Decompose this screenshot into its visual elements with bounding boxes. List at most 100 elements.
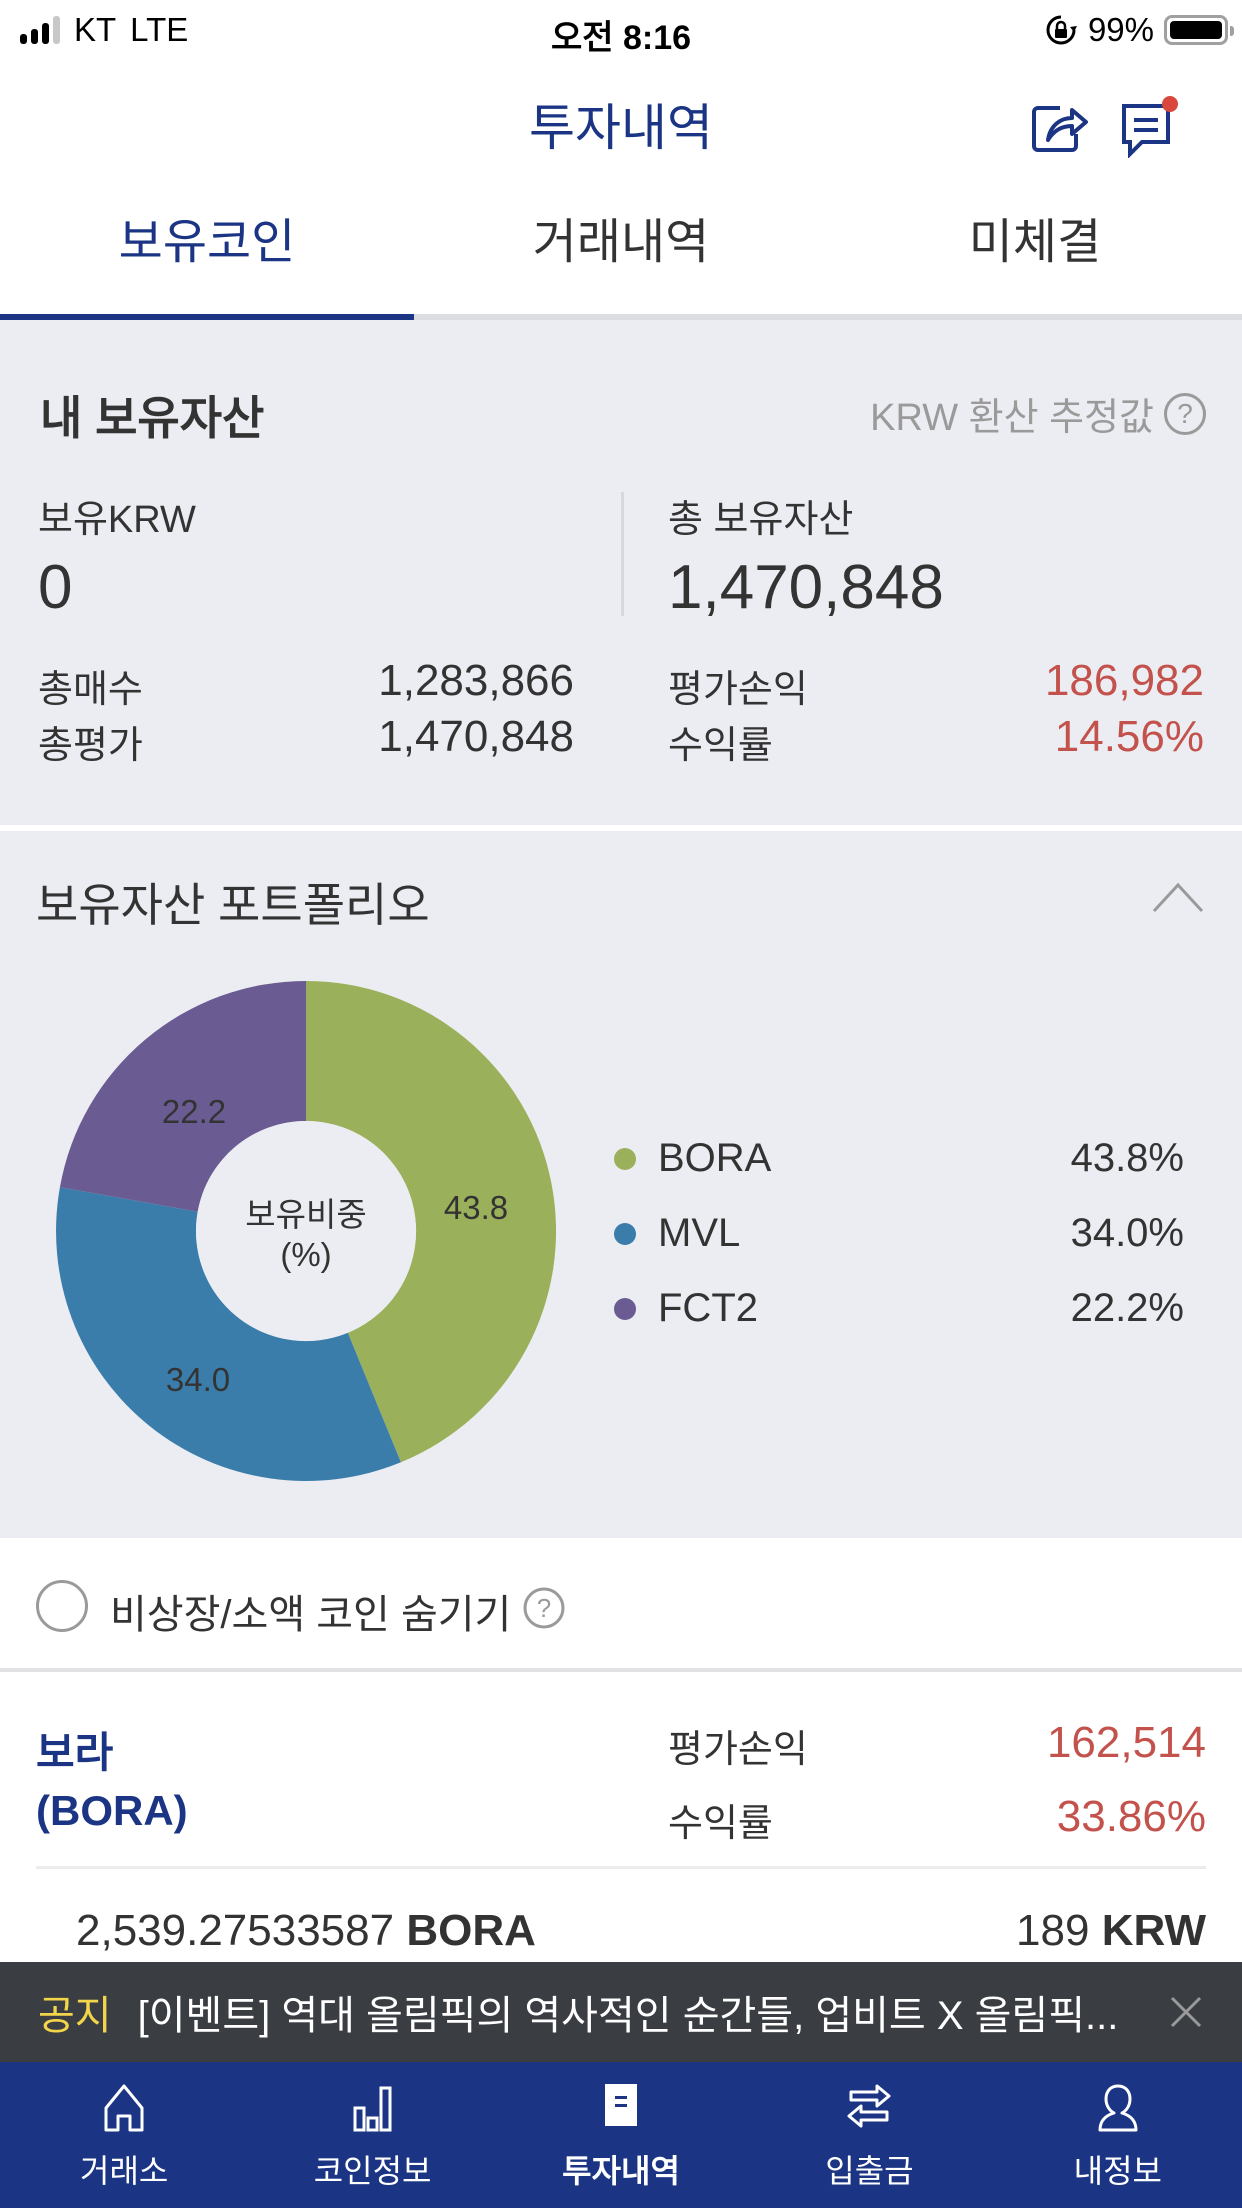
slice-bora [306,981,556,1463]
divider [36,1866,1206,1869]
tab-bar: 보유코인 거래내역 미체결 [0,190,1242,320]
status-time: 오전 8:16 [550,19,692,57]
portfolio-donut-chart: 보유비중 (%) 43.8 34.0 22.2 [56,981,556,1481]
avg-price-unit: KRW [1101,1906,1206,1955]
transfer-icon [847,2084,891,2128]
svg-text:?: ? [537,1593,551,1623]
coin-pnl-value: 162,514 [1046,1718,1206,1767]
coin-return-label: 수익률 [668,1803,773,1845]
legend-dot-icon [614,1147,636,1170]
nav-exchange[interactable]: 거래소 [0,2062,248,2208]
legend-name: FCT2 [658,1286,758,1330]
help-icon[interactable]: ? [522,1586,566,1630]
legend-pct: 43.8% [1070,1136,1184,1180]
document-icon [605,2084,638,2126]
legend-item: FCT2 22.2% [614,1271,1184,1346]
portfolio-title: 보유자산 포트폴리오 [36,879,430,931]
slice-mvl [56,1187,401,1481]
coin-symbol: (BORA) [36,1787,188,1834]
nav-label: 거래소 [80,2153,169,2189]
slice-label-fct2: 22.2 [162,1093,226,1130]
portfolio-legend: BORA 43.8% MVL 34.0% FCT2 22.2% [614,1121,1184,1346]
bar-chart-icon [353,2086,392,2132]
legend-name: MVL [658,1211,741,1255]
rotation-lock-icon [1046,15,1077,45]
legend-dot-icon [614,1297,636,1320]
help-icon[interactable]: ? [1164,392,1206,435]
nav-label: 입출금 [825,2153,914,2189]
nav-label: 코인정보 [313,2153,432,2189]
quantity-unit: BORA [406,1906,536,1955]
nav-label: 내정보 [1073,2153,1162,2189]
coin-korean-name: 보라 [36,1729,114,1776]
total-buy-value: 1,283,866 [378,656,574,705]
total-eval-value: 1,470,848 [378,712,574,761]
legend-item: BORA 43.8% [614,1121,1184,1196]
total-assets-value: 1,470,848 [668,553,944,622]
signal-icon [20,16,60,44]
coin-name: 보라 (BORA) [36,1724,188,1840]
slice-fct2 [59,981,307,1212]
bottom-nav: 거래소 코인정보 투자내역 입출금 내정보 [0,2062,1242,2208]
slice-label-bora: 43.8 [444,1189,508,1226]
avg-price-value: 189 [1016,1906,1090,1955]
coin-pnl-label: 평가손익 [668,1729,808,1771]
donut-center-unit: (%) [280,1236,331,1273]
total-buy-label: 총매수 [38,669,143,711]
battery-icon [1164,15,1234,45]
quantity-value: 2,539.27533587 [76,1906,395,1955]
coin-quantity: 2,539.27533587 BORA [76,1906,536,1956]
holding-card[interactable]: 보라 (BORA) 평가손익 162,514 수익률 33.86% 2,539.… [0,1676,1242,1962]
krw-balance-value: 0 [38,553,73,622]
close-icon[interactable] [1166,1992,1206,2032]
return-rate-value: 14.56% [1054,712,1204,761]
slice-label-mvl: 34.0 [166,1361,230,1398]
legend-name: BORA [658,1136,772,1180]
user-icon [1098,2084,1138,2132]
chevron-up-icon[interactable] [1150,879,1206,915]
status-left: KT LTE [20,10,188,50]
page-title: 투자내역 [529,100,713,156]
coin-return-value: 33.86% [1056,1792,1206,1841]
legend-dot-icon [614,1222,636,1245]
hide-small-coins-row: 비상장/소액 코인 숨기기 ? [0,1538,1242,1672]
krw-estimate-note[interactable]: KRW 환산 추정값 ? [870,386,1206,441]
status-right: 99% [1044,10,1234,50]
carrier-label: KT [74,11,117,48]
donut-center-label: 보유비중 [245,1195,366,1234]
legend-item: MVL 34.0% [614,1196,1184,1271]
battery-percent: 99% [1087,11,1154,48]
status-bar: KT LTE 오전 8:16 99% [0,0,1242,60]
share-icon[interactable] [1030,96,1090,158]
return-rate-label: 수익률 [668,725,773,767]
app-header: 투자내역 [0,60,1242,190]
pnl-value: 186,982 [1044,656,1204,705]
vertical-divider [621,492,624,616]
asset-summary: 내 보유자산 KRW 환산 추정값 ? 보유KRW 0 총 보유자산 1,470… [0,320,1242,828]
network-label: LTE [130,11,189,48]
legend-pct: 22.2% [1070,1286,1184,1330]
nav-deposit-withdraw[interactable]: 입출금 [745,2062,993,2208]
tab-transactions[interactable]: 거래내역 [532,216,710,269]
notice-banner[interactable]: 공지 [이벤트] 역대 올림픽의 역사적인 순간들, 업비트 X 올림픽... [0,1962,1242,2062]
krw-estimate-label: KRW 환산 추정값 [870,397,1154,439]
summary-title: 내 보유자산 [40,392,265,444]
hide-small-coins-label[interactable]: 비상장/소액 코인 숨기기 [110,1593,512,1637]
total-eval-label: 총평가 [38,725,143,767]
tab-holdings[interactable]: 보유코인 [0,190,414,320]
tab-pending-orders[interactable]: 미체결 [968,216,1102,269]
krw-balance-label: 보유KRW [38,499,196,541]
nav-label: 투자내역 [562,2153,680,2189]
chat-icon[interactable] [1120,96,1180,158]
nav-coin-info[interactable]: 코인정보 [248,2062,496,2208]
notification-dot [1162,96,1178,112]
coin-avg-price: 189 KRW [1016,1906,1206,1956]
notice-text[interactable]: [이벤트] 역대 올림픽의 역사적인 순간들, 업비트 X 올림픽... [137,1994,1119,2038]
notice-tag: 공지 [38,1994,112,2038]
home-icon [104,2084,144,2132]
hide-small-coins-checkbox[interactable] [36,1580,88,1632]
nav-investment-history[interactable]: 투자내역 [497,2062,745,2208]
pnl-label: 평가손익 [668,669,808,711]
nav-my-info[interactable]: 내정보 [994,2062,1242,2208]
legend-pct: 34.0% [1070,1211,1184,1255]
